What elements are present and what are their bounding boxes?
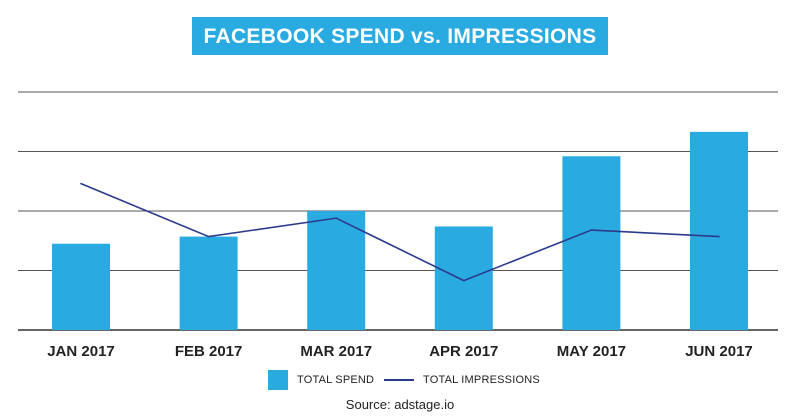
x-tick-label: MAY 2017: [557, 343, 626, 360]
grid-lines: [18, 91, 778, 331]
bar-total-spend: [307, 211, 366, 330]
bar-series: [52, 131, 748, 330]
bar-total-spend: [690, 131, 748, 330]
line-series: [80, 182, 720, 282]
x-tick-label: MAR 2017: [300, 343, 372, 360]
legend-item-impressions: TOTAL IMPRESSIONS: [384, 370, 540, 390]
legend: TOTAL SPEND TOTAL IMPRESSIONS: [0, 370, 800, 390]
legend-line-impressions: [384, 379, 414, 381]
x-tick-label: JAN 2017: [47, 343, 115, 360]
chart-title-wrap: FACEBOOK SPEND vs. IMPRESSIONS: [0, 17, 800, 55]
bar-total-spend: [52, 243, 110, 330]
point-total-impressions: [335, 217, 338, 219]
bar-total-spend: [179, 236, 238, 330]
legend-label-impressions: TOTAL IMPRESSIONS: [423, 374, 540, 386]
point-total-impressions: [590, 229, 593, 231]
legend-label-spend: TOTAL SPEND: [297, 374, 375, 386]
source-note: Source: adstage.io: [345, 397, 455, 412]
bar-total-spend: [562, 156, 621, 330]
bar-total-spend: [434, 226, 493, 330]
x-tick-label: APR 2017: [429, 343, 498, 360]
point-total-impressions: [80, 182, 82, 185]
x-axis-ticks: JAN 2017 FEB 2017 MAR 2017 APR 2017 MAY 2017…: [47, 343, 753, 360]
chart-title: FACEBOOK SPEND vs. IMPRESSIONS: [191, 17, 609, 55]
legend-swatch-spend: [268, 370, 288, 390]
x-tick-label: FEB 2017: [175, 343, 243, 360]
point-total-impressions: [463, 279, 465, 282]
point-total-impressions: [207, 235, 210, 238]
point-total-impressions: [718, 235, 720, 238]
x-tick-label: JUN 2017: [685, 343, 753, 360]
legend-item-spend: TOTAL SPEND: [268, 370, 374, 390]
line-total-impressions: [80, 182, 720, 282]
